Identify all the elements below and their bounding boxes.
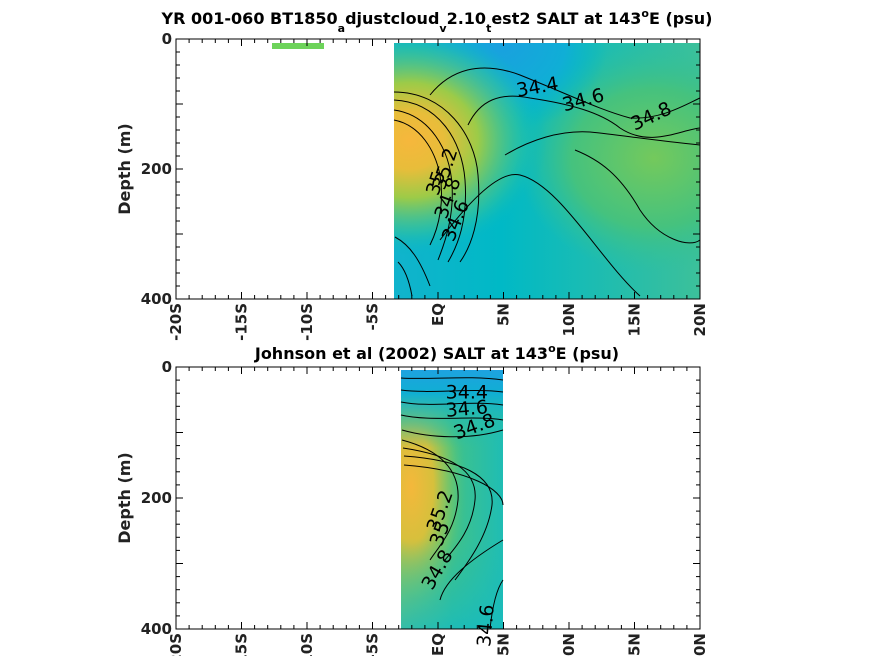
- contour-line: [400, 377, 504, 381]
- contour-label: 34.6: [445, 396, 489, 422]
- lower-y-axis-label: Depth (m): [115, 452, 134, 544]
- y-tick-label: 200: [141, 160, 172, 178]
- y-tick-label: 200: [141, 489, 172, 507]
- x-tick-label: -10S: [298, 633, 316, 656]
- y-tick-label: 400: [141, 620, 172, 638]
- x-tick-label: 10N: [560, 633, 578, 656]
- upper-salinity-panel: YR 001-060 BT1850adjustcloudv2.10test2 S…: [115, 7, 712, 341]
- contour-line: [429, 67, 701, 119]
- upper-green-marker: [272, 43, 324, 49]
- x-tick-label: 20N: [691, 303, 709, 336]
- x-tick-label: -15S: [233, 303, 251, 341]
- contour-line: [400, 401, 504, 406]
- contour-line: [397, 261, 413, 297]
- x-tick-label: EQ: [429, 303, 447, 326]
- contour-line: [393, 99, 467, 263]
- x-tick-label: 5N: [495, 633, 513, 656]
- lower-field-fresh-surface: [401, 370, 503, 629]
- contour-line: [394, 236, 431, 287]
- y-tick-label: 0: [162, 358, 172, 376]
- contour-line: [489, 579, 504, 630]
- x-tick-label: 5N: [495, 303, 513, 326]
- x-tick-label: 20N: [691, 633, 709, 656]
- contour-label: 34.4: [446, 382, 488, 404]
- lower-salinity-panel: Johnson et al (2002) SALT at 143oE (psu)…: [115, 342, 709, 656]
- contour-line: [393, 91, 480, 263]
- contour-line: [402, 447, 476, 561]
- x-tick-label: -15S: [233, 633, 251, 656]
- x-tick-label: 15N: [626, 303, 644, 336]
- contour-line: [403, 464, 504, 506]
- lower-contours: [400, 377, 504, 630]
- contour-line: [400, 389, 504, 393]
- contour-line: [400, 414, 504, 421]
- x-tick-label: -5S: [364, 633, 382, 656]
- x-tick-label: -20S: [167, 633, 185, 656]
- contour-line: [439, 173, 641, 297]
- contour-line: [504, 131, 701, 156]
- contour-line: [467, 95, 701, 138]
- lower-panel-title: Johnson et al (2002) SALT at 143oE (psu): [254, 342, 619, 363]
- upper-panel-title: YR 001-060 BT1850adjustcloudv2.10test2 S…: [161, 7, 713, 35]
- upper-axis-ticks: -20S -15S -10S -5S EQ 5N 10N 15N 20N 0 200 400: [141, 30, 709, 341]
- contour-line: [439, 539, 504, 601]
- upper-contours: [393, 67, 701, 297]
- x-tick-label: EQ: [429, 633, 447, 656]
- contour-line: [401, 429, 504, 438]
- x-tick-label: 15N: [626, 633, 644, 656]
- contour-line: [403, 455, 493, 581]
- x-tick-label: -20S: [167, 303, 185, 341]
- contour-line: [393, 109, 453, 261]
- contour-line: [401, 439, 459, 561]
- y-tick-label: 400: [141, 290, 172, 308]
- contour-line: [393, 119, 443, 246]
- x-tick-label: -10S: [298, 303, 316, 341]
- lower-axis-ticks: -20S -15S -10S -5S EQ 5N 10N 15N 20N 0 200 400: [141, 358, 709, 656]
- y-tick-label: 0: [162, 30, 172, 48]
- contour-line: [574, 149, 701, 244]
- lower-field: [401, 370, 503, 629]
- x-tick-label: -5S: [364, 303, 382, 330]
- upper-y-axis-label: Depth (m): [115, 123, 134, 215]
- x-tick-label: 10N: [560, 303, 578, 336]
